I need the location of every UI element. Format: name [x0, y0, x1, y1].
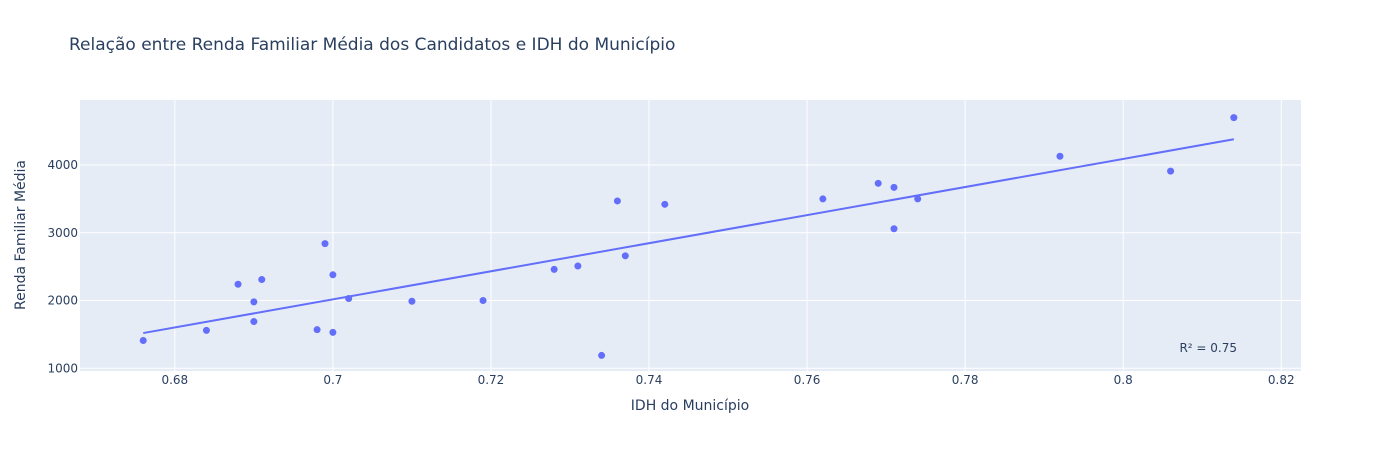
data-point: [874, 179, 882, 187]
data-point: [250, 298, 258, 306]
data-point: [345, 295, 353, 303]
data-point: [1056, 152, 1064, 160]
x-tick-label: 0.82: [1268, 373, 1295, 387]
r-squared-annotation: R² = 0.75: [1179, 341, 1237, 355]
data-point: [1230, 114, 1238, 122]
data-point: [329, 328, 337, 336]
data-point: [408, 297, 416, 305]
data-point: [250, 318, 258, 326]
grid-lines: [80, 100, 1301, 371]
y-tick-label: 3000: [47, 226, 78, 240]
x-tick-label: 0.68: [161, 373, 188, 387]
x-axis-title: IDH do Município: [631, 398, 749, 414]
x-axis-ticks: 0.68 0.7 0.72 0.74 0.76 0.78 0.8 0.82: [161, 373, 1294, 387]
data-point: [890, 225, 898, 233]
data-point: [574, 262, 582, 270]
data-point: [202, 326, 210, 334]
data-point: [329, 271, 337, 279]
data-point: [890, 183, 898, 191]
trendline: [143, 138, 1235, 335]
x-tick-label: 0.76: [794, 373, 821, 387]
data-point: [321, 240, 329, 248]
data-point: [598, 351, 606, 359]
y-tick-label: 1000: [47, 361, 78, 375]
data-point: [661, 200, 669, 208]
data-point: [479, 297, 487, 305]
data-point: [819, 195, 827, 203]
chart-title: Relação entre Renda Familiar Média dos C…: [69, 35, 675, 55]
data-point: [139, 337, 147, 345]
x-tick-label: 0.72: [478, 373, 505, 387]
data-point: [1167, 167, 1175, 175]
x-tick-label: 0.8: [1114, 373, 1133, 387]
data-points: [139, 114, 1238, 359]
x-tick-label: 0.7: [323, 373, 342, 387]
y-axis-title: Renda Familiar Média: [13, 160, 29, 310]
data-point: [313, 326, 321, 334]
data-point: [613, 197, 621, 205]
data-point: [621, 252, 629, 260]
data-point: [258, 276, 266, 284]
y-tick-label: 4000: [47, 158, 78, 172]
data-point: [234, 280, 242, 288]
trendline-group: [143, 138, 1235, 335]
x-tick-label: 0.78: [952, 373, 979, 387]
data-point: [550, 265, 558, 273]
data-point: [914, 195, 922, 203]
x-tick-label: 0.74: [636, 373, 663, 387]
y-tick-label: 2000: [47, 294, 78, 308]
y-axis-ticks: 1000 2000 3000 4000: [47, 158, 78, 375]
